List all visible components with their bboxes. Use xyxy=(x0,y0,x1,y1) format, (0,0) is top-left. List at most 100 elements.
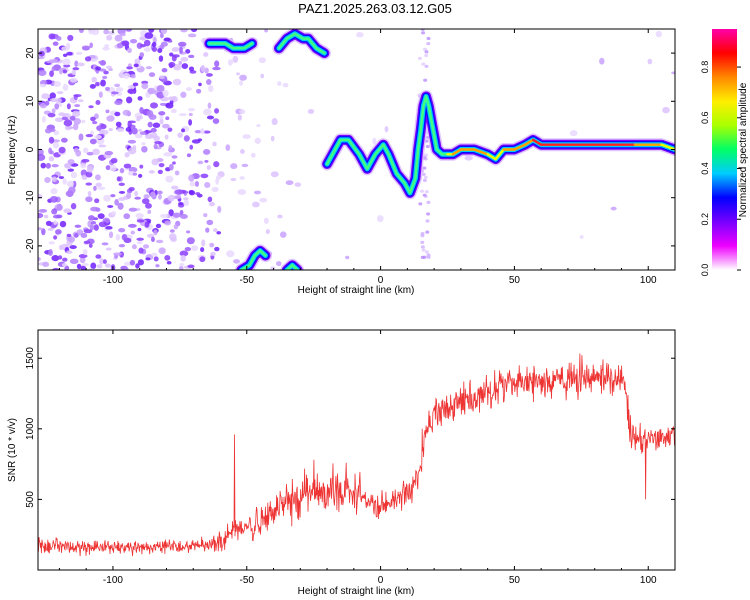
noise-blob xyxy=(242,134,251,139)
noise-blob xyxy=(157,193,162,200)
noise-blob xyxy=(51,164,59,168)
noise-blob xyxy=(66,180,74,188)
noise-blob xyxy=(127,47,132,54)
noise-blob xyxy=(118,182,125,186)
noise-blob xyxy=(59,220,67,228)
noise-blob xyxy=(132,172,138,176)
noise-blob xyxy=(53,235,58,240)
noise-blob xyxy=(81,45,91,50)
spectrogram-x-axis: -100 -50 0 50 100 xyxy=(58,29,676,286)
noise-blob xyxy=(88,243,93,248)
noise-blob xyxy=(156,84,165,93)
noise-blob xyxy=(137,227,142,232)
noise-blob xyxy=(157,48,163,54)
noise-blob xyxy=(72,110,81,117)
noise-blob xyxy=(142,244,150,249)
noise-blob xyxy=(93,224,99,231)
colorbar-gradient xyxy=(712,29,737,270)
noise-blob xyxy=(167,127,173,132)
noise-blob xyxy=(141,145,148,153)
noise-blob xyxy=(51,108,56,114)
noise-blob xyxy=(256,124,261,128)
noise-blob xyxy=(180,91,187,98)
noise-blob xyxy=(95,182,102,187)
noise-blob xyxy=(172,212,181,218)
noise-blob xyxy=(48,248,53,256)
noise-blob xyxy=(417,56,422,61)
noise-blob xyxy=(123,163,132,169)
noise-blob xyxy=(167,96,176,101)
noise-blob xyxy=(69,77,78,83)
noise-blob xyxy=(97,186,106,190)
noise-blob xyxy=(81,158,90,163)
ridge-core-segment xyxy=(660,143,675,151)
noise-blob xyxy=(136,240,143,245)
noise-blob xyxy=(165,175,174,183)
noise-blob xyxy=(671,71,675,75)
noise-blob xyxy=(66,233,72,238)
noise-blob xyxy=(136,42,143,49)
noise-blob xyxy=(137,259,144,266)
noise-blob xyxy=(48,136,55,144)
y-tick-label: 1000 xyxy=(25,417,36,440)
noise-blob xyxy=(114,111,121,117)
noise-blob xyxy=(110,194,116,198)
noise-blob xyxy=(41,228,46,236)
noise-blob xyxy=(128,207,138,212)
noise-blob xyxy=(90,220,97,225)
noise-blob xyxy=(147,87,156,95)
noise-blob xyxy=(203,213,208,218)
noise-blob xyxy=(212,66,221,71)
noise-blob xyxy=(138,173,143,178)
noise-blob xyxy=(69,258,79,265)
noise-blob xyxy=(139,36,146,41)
noise-blob xyxy=(162,90,169,97)
noise-blob xyxy=(426,36,431,41)
noise-blob xyxy=(227,59,233,66)
colorbar-ticks: 0.0 0.2 0.4 0.6 0.8 xyxy=(700,61,741,276)
noise-blob xyxy=(87,190,92,197)
noise-blob xyxy=(39,83,47,88)
noise-blob xyxy=(188,119,193,126)
noise-blob xyxy=(181,63,189,70)
noise-blob xyxy=(61,46,70,51)
noise-blob xyxy=(54,103,60,110)
noise-blob xyxy=(74,224,82,228)
noise-blob xyxy=(82,249,88,256)
noise-blob xyxy=(134,58,141,65)
noise-blob xyxy=(195,192,201,196)
noise-blob xyxy=(98,221,107,228)
noise-blob xyxy=(137,96,143,101)
noise-blob xyxy=(184,246,192,252)
noise-blob xyxy=(61,137,68,143)
noise-blob xyxy=(209,242,215,248)
snr-x-axis: -100 -50 0 50 100 xyxy=(58,330,676,586)
noise-blob xyxy=(180,29,188,33)
noise-blob xyxy=(185,230,191,234)
spectrogram-ridge xyxy=(202,29,675,270)
noise-blob xyxy=(189,181,196,187)
noise-blob xyxy=(118,243,126,248)
noise-blob xyxy=(78,99,84,103)
snr-series-line xyxy=(38,353,675,557)
noise-blob xyxy=(239,80,244,86)
noise-blob xyxy=(57,255,63,260)
noise-blob xyxy=(121,233,128,241)
noise-blob xyxy=(44,127,52,134)
noise-blob xyxy=(150,127,157,133)
noise-blob xyxy=(109,164,117,172)
x-tick-label: 50 xyxy=(509,275,521,286)
noise-blob xyxy=(159,32,164,39)
noise-blob xyxy=(356,31,364,38)
noise-blob xyxy=(426,200,431,204)
noise-blob xyxy=(41,93,50,100)
noise-blob xyxy=(151,252,158,257)
noise-blob xyxy=(422,193,427,197)
noise-blob xyxy=(102,259,107,264)
noise-blob xyxy=(136,219,145,223)
y-tick-label: 10 xyxy=(25,95,36,107)
spectrogram-y-label: Frequency (Hz) xyxy=(7,116,18,185)
noise-blob xyxy=(200,173,209,179)
noise-blob xyxy=(58,146,66,154)
noise-blob xyxy=(232,55,239,63)
